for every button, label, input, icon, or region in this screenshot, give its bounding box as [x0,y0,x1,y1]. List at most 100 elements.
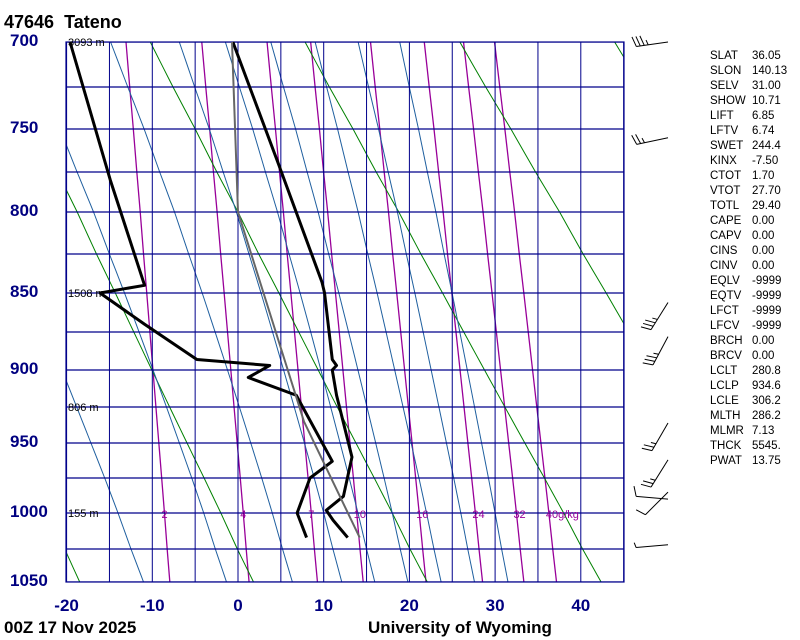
wind-barb-feather [635,509,646,516]
station-id: 47646 [4,12,55,32]
source-label: University of Wyoming [368,618,552,637]
wind-barb-feather [641,447,653,452]
wind-barb-staff [636,544,669,549]
wind-barb-staff [636,137,669,145]
pressure-tick-label: 800 [10,201,39,220]
wind-barb-staff [636,41,669,47]
stat-key: EQLV [710,275,740,287]
stat-row: EQTV -9999 [710,289,787,304]
stat-row: THCK 5545. [710,439,787,454]
stat-key: LFCT [710,305,739,317]
stat-value: 0.00 [752,350,775,362]
dry-adiabat-line [459,42,624,325]
stat-value: 306.2 [752,395,781,407]
stat-key: THCK [710,440,742,452]
station-title: 47646 Tateno [4,12,122,33]
wind-barb-feather [642,362,654,366]
wind-barb-feather [631,36,637,47]
wind-barb-staff [650,459,669,488]
temperature-profile-line [231,41,354,539]
stat-value: 1.70 [752,170,775,182]
stat-key: TOTL [710,200,740,212]
stat-value: 13.75 [752,455,781,467]
mixing-ratio-label: 16 [416,509,428,521]
stat-value: 27.70 [752,185,781,197]
stat-key: SWET [710,140,744,152]
height-label: 806 m [68,402,99,414]
stat-value: -9999 [752,305,782,317]
wind-barb-half-feather [653,352,659,355]
stat-value: 286.2 [752,410,781,422]
stat-key: PWAT [710,455,742,467]
stat-key: CINV [710,260,738,272]
pressure-tick-label: 750 [10,118,39,137]
stat-value: 140.13 [752,65,788,77]
stat-value: 29.40 [752,200,781,212]
stat-row: CINS 0.00 [710,244,787,259]
stat-row: LFCV -9999 [710,319,787,334]
stat-row: SHOW 10.71 [710,94,787,109]
stat-row: TOTL 29.40 [710,199,787,214]
mixing-ratio-line [493,42,558,582]
stat-value: 0.00 [752,215,775,227]
wind-barb [631,35,669,47]
stat-value: 0.00 [752,245,775,257]
wind-barb-feather [645,319,656,324]
stat-value: 0.00 [752,230,775,242]
stat-value: 10.71 [752,95,781,107]
pressure-tick-label: 1000 [10,502,48,521]
wind-barb-feather [642,480,654,485]
wind-barb [642,336,669,366]
temperature-tick-label: -10 [140,596,165,615]
wind-barb-half-feather [650,442,657,445]
mixing-ratio-label: 2 [161,509,167,521]
stat-key: LFTV [710,125,739,137]
stat-key: CTOT [710,170,742,182]
dry-adiabat-line [149,42,428,582]
stat-key: CAPV [710,230,742,242]
wind-barb [635,491,669,516]
mixing-ratio-label: 24 [472,509,484,521]
stat-key: LCLT [710,365,738,377]
stat-value: 0.00 [752,260,775,272]
stat-value: -9999 [752,320,782,332]
stat-row: SLON 140.13 [710,64,787,79]
stat-key: KINX [710,155,737,167]
mixing-ratio-label: 7 [308,509,314,521]
stat-value: 6.85 [752,110,775,122]
height-label: 3093 m [68,37,105,49]
wind-barb [631,134,669,145]
wind-barb-staff [636,495,669,500]
stat-key: SELV [710,80,739,92]
height-label: 155 m [68,508,99,520]
wind-barb-staff [652,336,669,366]
wind-barb-feather [640,326,652,331]
stat-value: 934.6 [752,380,781,392]
wind-barb-half-feather [633,542,637,548]
dry-adiabat-line [66,550,81,582]
stat-row: LFCT -9999 [710,304,787,319]
temperature-tick-label: 30 [485,596,505,615]
stat-row: BRCV 0.00 [710,349,787,364]
stat-row: LIFT 6.85 [710,109,787,124]
wind-barb-staff [651,422,669,451]
stat-row: LCLT 280.8 [710,364,787,379]
stat-row: PWAT 13.75 [710,454,787,469]
stat-value: -9999 [752,290,782,302]
temperature-tick-label: 0 [233,596,243,615]
temperature-tick-label: 40 [571,596,591,615]
stat-row: SWET 244.4 [710,139,787,154]
stat-row: VTOT 27.70 [710,184,787,199]
mixing-ratio-line [462,42,525,582]
pressure-tick-label: 850 [10,282,39,301]
wind-barb-feather [635,134,642,144]
wind-barb-feather [631,134,638,145]
wind-barb [641,422,669,452]
stat-row: LCLP 934.6 [710,379,787,394]
stats-panel: SLAT 36.05 SLON 140.13 SELV 31.00 SHOW 10.71 LIF… [710,49,787,469]
wind-barb-half-feather [650,478,656,481]
wind-barb-feather [644,358,655,362]
wind-barb-feather [640,483,652,488]
stat-key: CAPE [710,215,742,227]
